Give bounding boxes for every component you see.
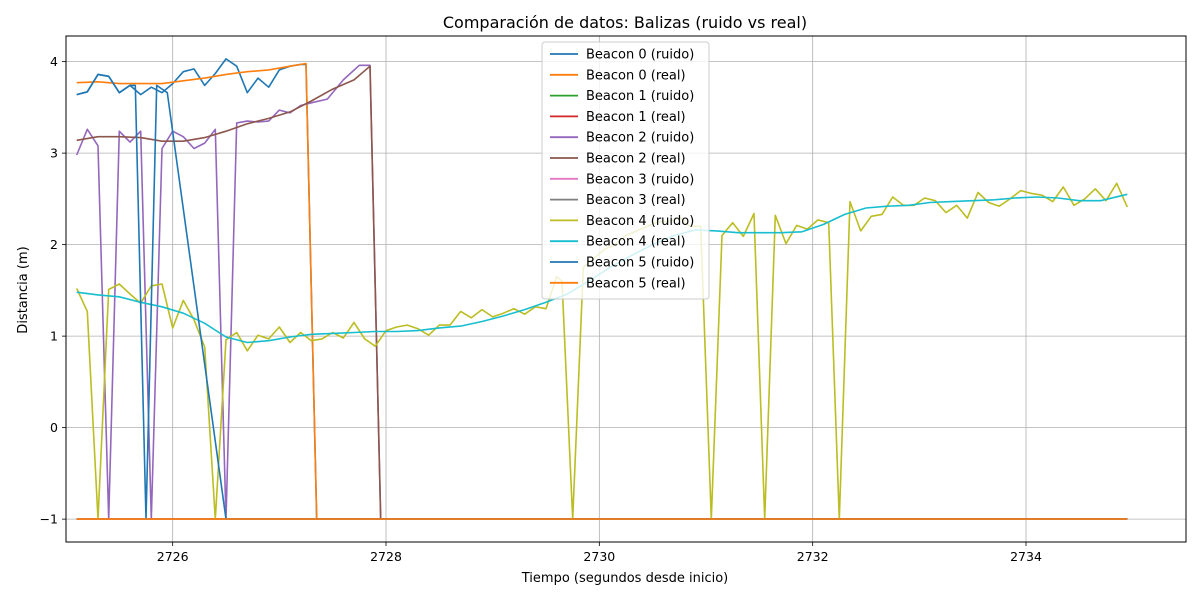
legend-entry-label: Beacon 0 (ruido)	[586, 48, 694, 63]
legend-entry-label: Beacon 2 (ruido)	[586, 131, 694, 146]
legend-entry-label: Beacon 1 (real)	[586, 110, 686, 125]
legend-entry-label: Beacon 5 (real)	[586, 276, 686, 291]
x-axis-label: Tiempo (segundos desde inicio)	[521, 571, 729, 586]
legend: Beacon 0 (ruido) Beacon 0 (real) Beacon 1 …	[541, 41, 710, 300]
legend-entry-label: Beacon 1 (ruido)	[586, 89, 694, 104]
y-tick-label: 3	[50, 146, 58, 161]
y-axis-label: Distancia (m)	[16, 246, 31, 333]
legend-entry-label: Beacon 4 (ruido)	[586, 214, 694, 229]
legend-box	[541, 41, 710, 300]
y-tick-label: 1	[50, 329, 58, 344]
x-tick-label: 2732	[797, 549, 829, 564]
axes-frame	[65, 35, 1187, 543]
y-tick-label: −1	[40, 512, 58, 527]
legend-entry-label: Beacon 4 (real)	[586, 235, 686, 250]
y-tick-label: 2	[50, 237, 58, 252]
x-tick-label: 2728	[370, 549, 402, 564]
legend-entry-label: Beacon 2 (real)	[586, 152, 686, 167]
x-axis-ticks: 2726 2728 2730 2732 2734	[157, 542, 1042, 564]
x-tick-label: 2730	[583, 549, 615, 564]
legend-entry-label: Beacon 3 (real)	[586, 193, 686, 208]
legend-entry-label: Beacon 3 (ruido)	[586, 172, 694, 187]
y-tick-label: 4	[50, 54, 58, 69]
chart-title: Comparación de datos: Balizas (ruido vs …	[443, 13, 807, 32]
y-axis-ticks: −1 0 1 2 3 4	[40, 54, 66, 527]
plot-area	[75, 58, 1129, 520]
x-tick-label: 2734	[1010, 549, 1042, 564]
x-tick-label: 2726	[157, 549, 189, 564]
legend-entry-label: Beacon 0 (real)	[586, 68, 686, 83]
y-tick-label: 0	[50, 420, 58, 435]
legend-entry-label: Beacon 5 (ruido)	[586, 256, 694, 271]
